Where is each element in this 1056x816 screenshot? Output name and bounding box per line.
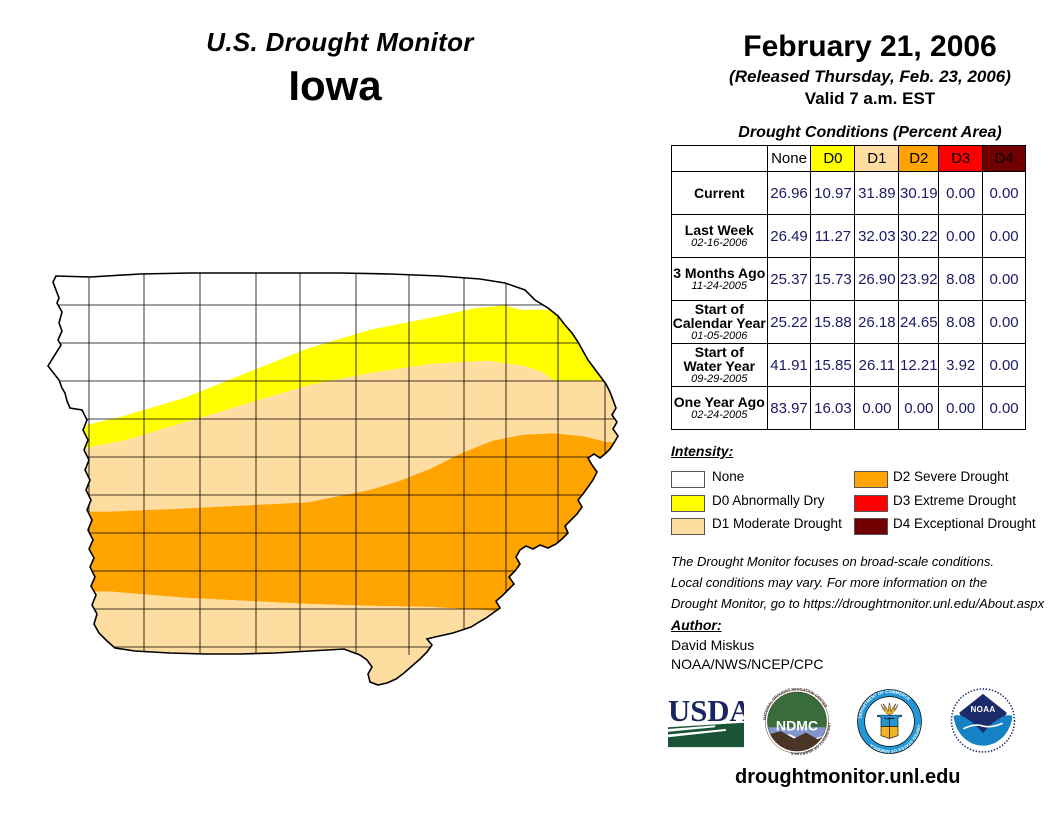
svg-text:USDA: USDA — [668, 694, 744, 728]
svg-text:NOAA: NOAA — [970, 705, 995, 714]
svg-text:NDMC: NDMC — [776, 717, 818, 733]
